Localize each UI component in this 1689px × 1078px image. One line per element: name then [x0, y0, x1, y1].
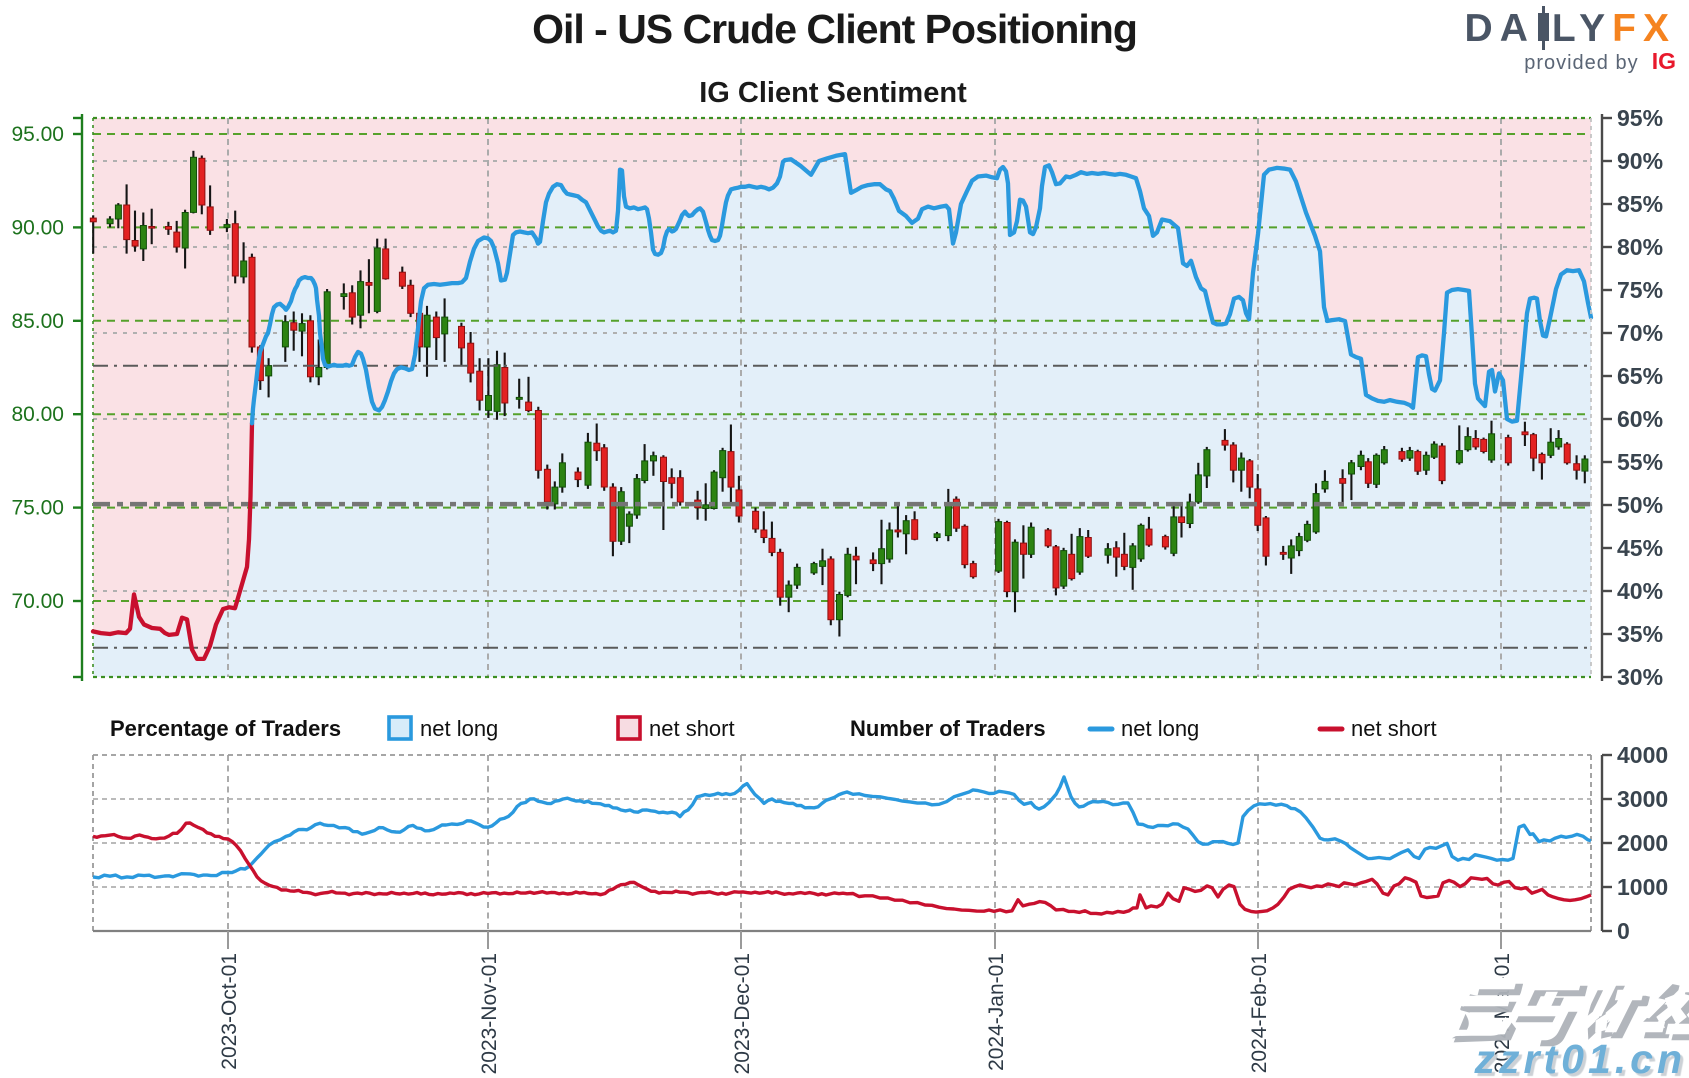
- svg-text:80%: 80%: [1617, 234, 1663, 260]
- svg-text:45%: 45%: [1617, 535, 1663, 561]
- svg-text:net long: net long: [1121, 716, 1199, 741]
- svg-text:35%: 35%: [1617, 621, 1663, 647]
- svg-text:70%: 70%: [1617, 320, 1663, 346]
- svg-text:55%: 55%: [1617, 449, 1663, 475]
- svg-text:Percentage of Traders: Percentage of Traders: [110, 716, 341, 741]
- svg-text:2024-Feb-01: 2024-Feb-01: [1248, 953, 1271, 1073]
- svg-text:80.00: 80.00: [11, 403, 64, 426]
- svg-text:70.00: 70.00: [11, 590, 64, 613]
- svg-text:95.00: 95.00: [11, 123, 64, 146]
- svg-text:2023-Dec-01: 2023-Dec-01: [731, 953, 754, 1074]
- svg-text:4000: 4000: [1617, 742, 1668, 768]
- svg-text:75.00: 75.00: [11, 497, 64, 520]
- svg-text:60%: 60%: [1617, 406, 1663, 432]
- svg-text:85.00: 85.00: [11, 310, 64, 333]
- svg-text:90%: 90%: [1617, 148, 1663, 174]
- svg-text:40%: 40%: [1617, 578, 1663, 604]
- svg-text:net long: net long: [420, 716, 498, 741]
- svg-text:90.00: 90.00: [11, 216, 64, 239]
- svg-text:75%: 75%: [1617, 277, 1663, 303]
- svg-text:50%: 50%: [1617, 492, 1663, 518]
- svg-text:net short: net short: [649, 716, 735, 741]
- svg-text:net short: net short: [1351, 716, 1437, 741]
- svg-text:0: 0: [1617, 918, 1630, 944]
- svg-text:2024-Jan-01: 2024-Jan-01: [985, 953, 1008, 1071]
- svg-text:65%: 65%: [1617, 363, 1663, 389]
- svg-text:2023-Nov-01: 2023-Nov-01: [478, 953, 501, 1074]
- svg-text:2023-Oct-01: 2023-Oct-01: [218, 953, 241, 1070]
- svg-text:2000: 2000: [1617, 830, 1668, 856]
- svg-text:Number of Traders: Number of Traders: [850, 716, 1046, 741]
- svg-text:85%: 85%: [1617, 191, 1663, 217]
- svg-text:3000: 3000: [1617, 786, 1668, 812]
- svg-text:30%: 30%: [1617, 664, 1663, 690]
- svg-text:95%: 95%: [1617, 105, 1663, 131]
- svg-text:1000: 1000: [1617, 874, 1668, 900]
